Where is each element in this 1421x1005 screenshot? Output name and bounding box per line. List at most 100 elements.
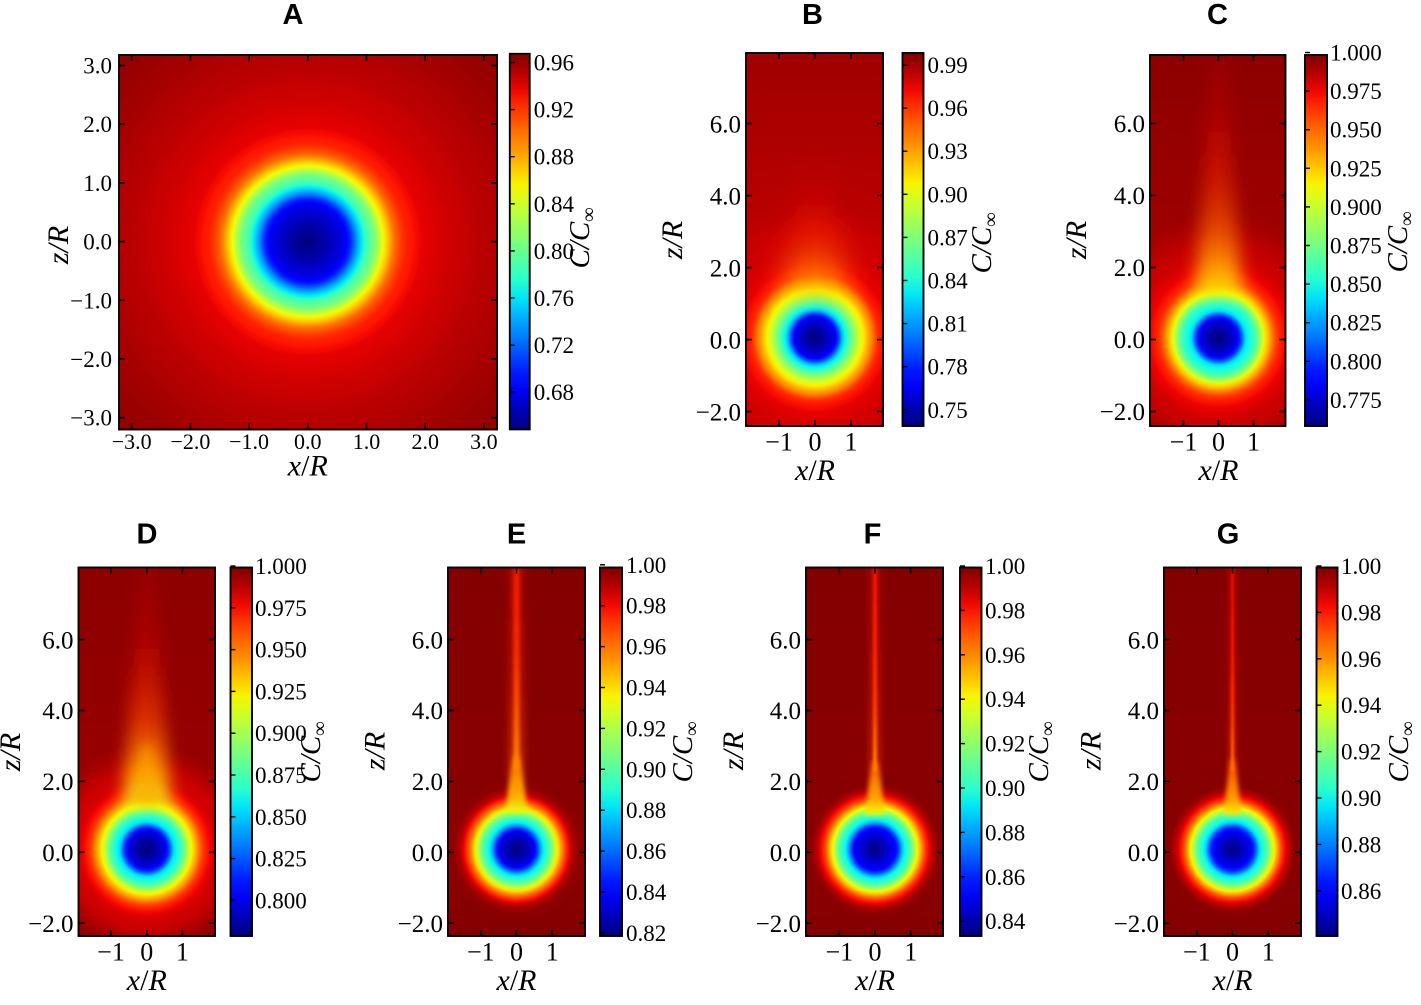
svg-text:0.0: 0.0 — [83, 230, 112, 255]
svg-text:−2.0: −2.0 — [756, 911, 801, 938]
svg-text:1.000: 1.000 — [255, 554, 307, 579]
svg-text:0: 0 — [140, 938, 153, 967]
svg-text:A: A — [283, 0, 304, 31]
svg-text:x/R: x/R — [126, 964, 167, 997]
svg-text:0.84: 0.84 — [985, 909, 1026, 934]
svg-text:−2.0: −2.0 — [1100, 399, 1145, 426]
svg-text:−1: −1 — [467, 938, 495, 967]
svg-text:0.0: 0.0 — [412, 840, 443, 867]
svg-text:−2.0: −2.0 — [70, 347, 112, 372]
svg-text:0.81: 0.81 — [928, 312, 968, 337]
svg-text:0.950: 0.950 — [1330, 118, 1382, 143]
svg-text:0.0: 0.0 — [1114, 327, 1145, 354]
svg-text:0.975: 0.975 — [1330, 79, 1382, 104]
svg-text:0.75: 0.75 — [928, 398, 968, 423]
svg-text:0.0: 0.0 — [770, 840, 801, 867]
svg-text:4.0: 4.0 — [412, 698, 443, 725]
svg-text:−1: −1 — [1170, 428, 1198, 457]
svg-text:0.850: 0.850 — [255, 805, 307, 830]
svg-text:0.0: 0.0 — [42, 840, 73, 867]
svg-text:z/R: z/R — [1060, 221, 1093, 260]
svg-text:1: 1 — [904, 938, 917, 967]
svg-text:0.825: 0.825 — [1330, 311, 1382, 336]
svg-text:2.0: 2.0 — [411, 429, 439, 454]
svg-text:1: 1 — [1247, 428, 1260, 457]
svg-text:0.88: 0.88 — [534, 145, 574, 170]
svg-text:0.88: 0.88 — [626, 798, 666, 823]
svg-text:0: 0 — [1226, 938, 1239, 967]
svg-text:−2.0: −2.0 — [1114, 911, 1159, 938]
svg-text:0.96: 0.96 — [534, 51, 574, 76]
svg-text:0.72: 0.72 — [534, 333, 574, 358]
svg-text:0.0: 0.0 — [710, 327, 741, 354]
svg-text:0.92: 0.92 — [985, 732, 1025, 757]
svg-text:E: E — [507, 519, 526, 551]
svg-text:6.0: 6.0 — [42, 627, 73, 654]
svg-text:x/R: x/R — [1198, 454, 1239, 487]
svg-text:2.0: 2.0 — [1114, 255, 1145, 282]
svg-text:C: C — [1207, 0, 1228, 31]
svg-text:0.850: 0.850 — [1330, 272, 1382, 297]
svg-text:0: 0 — [1212, 428, 1225, 457]
svg-text:0.84: 0.84 — [626, 880, 667, 905]
svg-text:1: 1 — [845, 428, 858, 457]
svg-text:0.825: 0.825 — [255, 847, 307, 872]
svg-text:2.0: 2.0 — [1128, 769, 1159, 796]
svg-text:0.99: 0.99 — [928, 53, 968, 78]
svg-text:0.775: 0.775 — [1330, 388, 1382, 413]
svg-text:0.92: 0.92 — [1341, 740, 1381, 765]
svg-text:z/R: z/R — [42, 226, 75, 265]
svg-text:0.900: 0.900 — [1330, 195, 1382, 220]
svg-text:0.82: 0.82 — [626, 921, 666, 946]
svg-text:x/R: x/R — [496, 964, 537, 997]
svg-text:0: 0 — [510, 938, 523, 967]
svg-text:0.87: 0.87 — [928, 225, 968, 250]
svg-text:z/R: z/R — [717, 732, 750, 771]
svg-text:1.00: 1.00 — [985, 554, 1025, 579]
svg-text:−1: −1 — [1183, 938, 1211, 967]
svg-text:0: 0 — [869, 938, 882, 967]
svg-text:1: 1 — [546, 938, 559, 967]
svg-text:F: F — [864, 519, 882, 551]
svg-text:z/R: z/R — [656, 221, 689, 260]
svg-text:0.92: 0.92 — [626, 716, 666, 741]
svg-text:1.0: 1.0 — [83, 171, 112, 196]
svg-text:−2.0: −2.0 — [28, 911, 73, 938]
svg-text:−1: −1 — [825, 938, 853, 967]
svg-text:−2.0: −2.0 — [696, 399, 741, 426]
svg-text:−1: −1 — [765, 428, 793, 457]
svg-text:0.94: 0.94 — [1341, 693, 1382, 718]
svg-text:0.88: 0.88 — [985, 820, 1025, 845]
svg-text:0.96: 0.96 — [1341, 647, 1381, 672]
svg-text:0.925: 0.925 — [1330, 156, 1382, 181]
svg-text:0.98: 0.98 — [985, 598, 1025, 623]
svg-text:0.86: 0.86 — [985, 865, 1025, 890]
svg-text:0.68: 0.68 — [534, 380, 574, 405]
svg-text:6.0: 6.0 — [1128, 627, 1159, 654]
svg-text:D: D — [137, 519, 158, 551]
svg-text:0.96: 0.96 — [626, 635, 666, 660]
svg-text:G: G — [1217, 519, 1240, 551]
svg-text:0.86: 0.86 — [1341, 879, 1381, 904]
svg-text:0.94: 0.94 — [626, 676, 667, 701]
svg-text:0.0: 0.0 — [1128, 840, 1159, 867]
svg-text:2.0: 2.0 — [770, 769, 801, 796]
svg-text:0.875: 0.875 — [255, 763, 307, 788]
svg-text:1.000: 1.000 — [1330, 41, 1382, 66]
svg-text:6.0: 6.0 — [710, 111, 741, 138]
svg-text:0.96: 0.96 — [985, 643, 1025, 668]
svg-text:4.0: 4.0 — [42, 698, 73, 725]
svg-text:B: B — [802, 0, 823, 31]
svg-text:4.0: 4.0 — [1114, 183, 1145, 210]
svg-text:6.0: 6.0 — [412, 627, 443, 654]
svg-text:6.0: 6.0 — [770, 627, 801, 654]
svg-text:z/R: z/R — [359, 732, 392, 771]
svg-text:x/R: x/R — [287, 450, 328, 483]
svg-text:0.80: 0.80 — [534, 239, 574, 264]
svg-text:0.925: 0.925 — [255, 679, 307, 704]
svg-text:0.0: 0.0 — [294, 429, 322, 454]
svg-text:0.98: 0.98 — [1341, 600, 1381, 625]
svg-text:−3.0: −3.0 — [70, 406, 112, 431]
svg-text:0.78: 0.78 — [928, 355, 968, 380]
svg-text:−2.0: −2.0 — [170, 429, 210, 454]
